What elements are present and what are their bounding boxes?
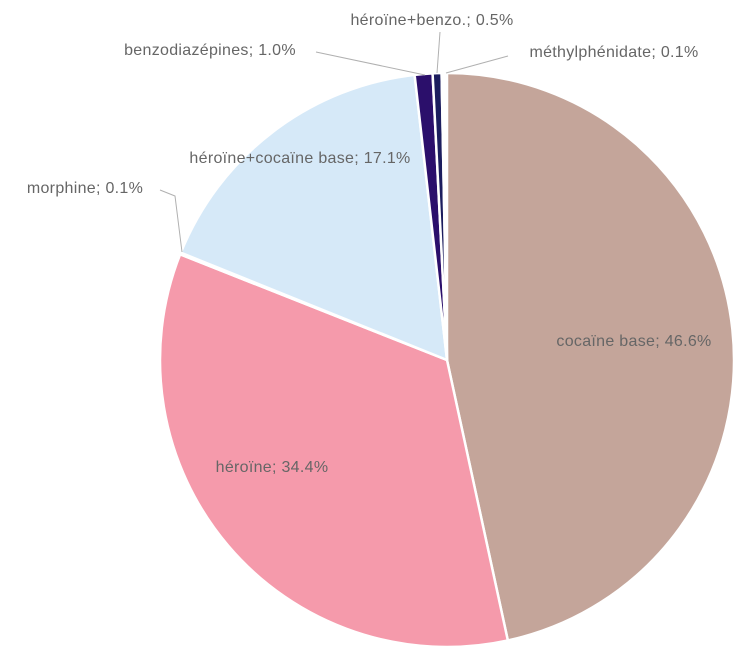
leader-line — [315, 51, 426, 76]
data-label: morphine; 0.1% — [27, 180, 143, 197]
data-label: cocaïne base; 46.6% — [556, 333, 711, 350]
leader-line — [436, 31, 441, 74]
data-label: héroïne+cocaïne base; 17.1% — [189, 150, 410, 167]
data-label: benzodiazépines; 1.0% — [124, 42, 296, 59]
leader-line — [159, 189, 183, 253]
pie-slice — [179, 73, 449, 362]
leader-line — [445, 55, 509, 74]
data-label: méthylphénidate; 0.1% — [529, 44, 698, 61]
pie-slice — [445, 71, 735, 642]
data-label: héroïne; 34.4% — [216, 459, 329, 476]
pie-slice — [158, 252, 510, 646]
labels: cocaïne base; 46.6% héroïne; 34.4% morphin… — [27, 12, 711, 476]
pie-slice — [440, 71, 449, 361]
pie — [158, 71, 735, 646]
data-label: héroïne+benzo.; 0.5% — [350, 12, 513, 29]
